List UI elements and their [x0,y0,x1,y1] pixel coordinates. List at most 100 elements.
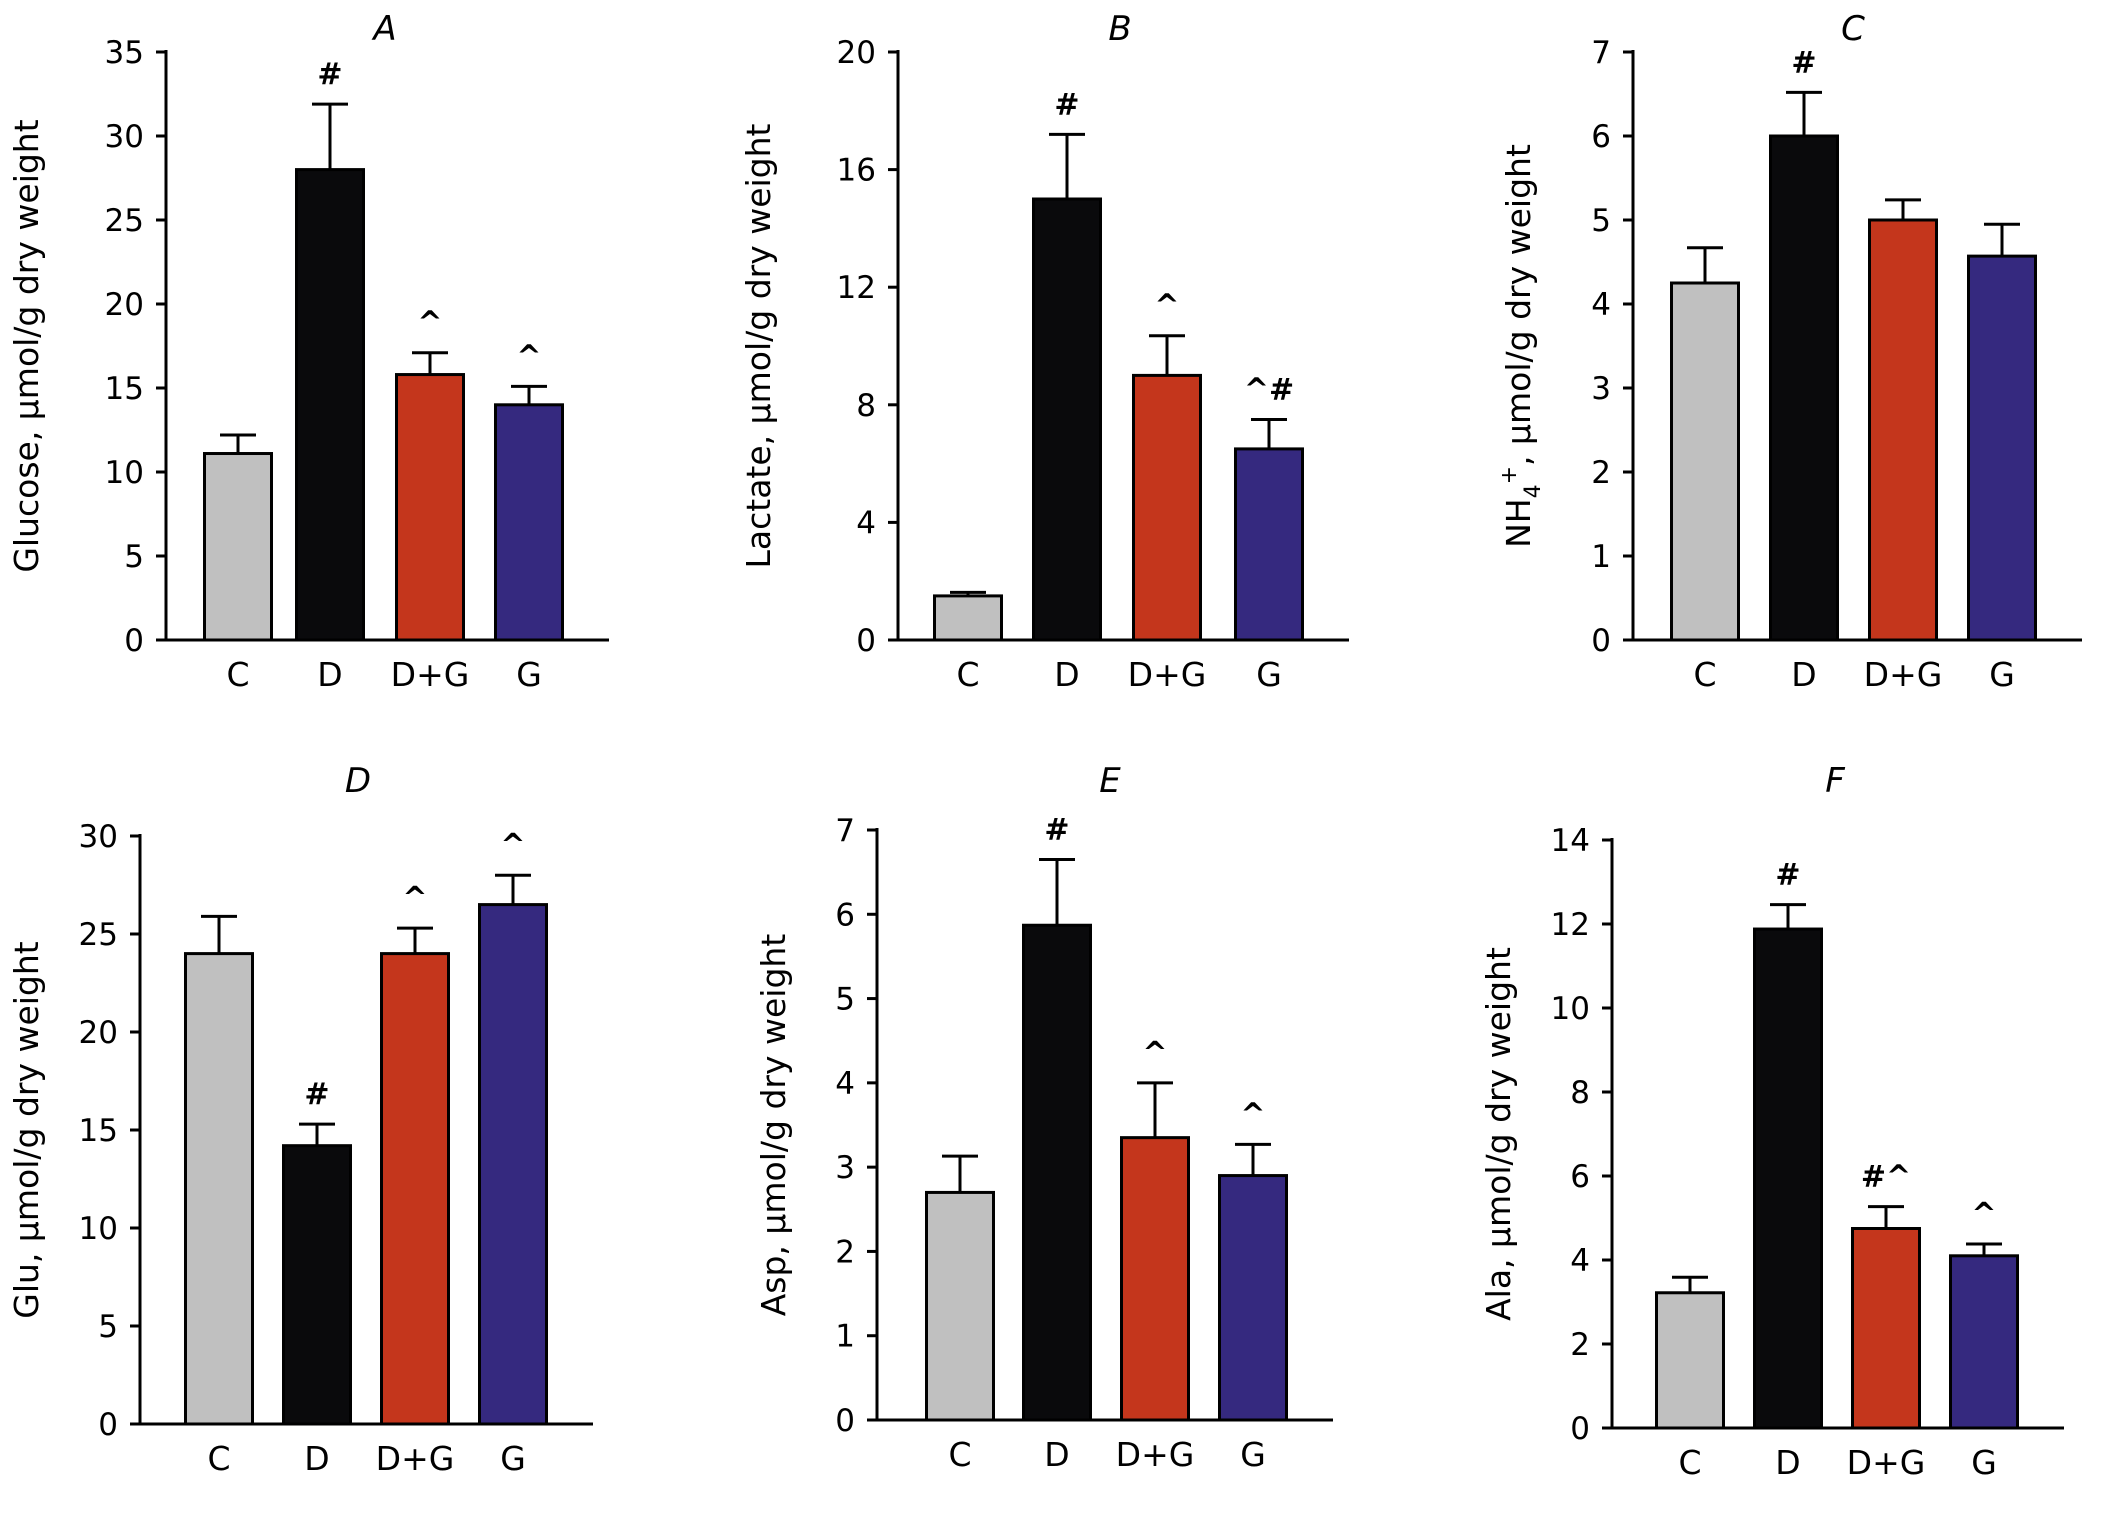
bar [1949,1254,2019,1430]
bar [1234,447,1304,642]
bar [184,952,254,1426]
bar [1851,1227,1921,1430]
y-tick-label: 3 [1591,371,1611,407]
y-tick-label: 25 [105,203,144,239]
bar [933,594,1003,642]
bar [925,1190,995,1422]
category-label: D [1044,1435,1069,1474]
y-tick-label: 10 [1551,991,1590,1027]
y-tick-label: 6 [835,897,855,933]
significance-mark: #^ [1861,1160,1911,1195]
y-tick-label: 20 [105,287,144,323]
y-tick-label: 20 [79,1015,118,1051]
significance-mark: # [1775,858,1800,893]
y-tick-label: 15 [105,371,144,407]
bar [1132,373,1202,642]
y-tick-label: 4 [835,1066,855,1102]
y-tick-label: 10 [79,1211,118,1247]
y-tick-label: 1 [1591,539,1611,575]
y-tick-label: 0 [124,623,144,659]
chart-panel-F: F C # D #^ D+G ^ G 0 2 4 6 8 10 12 14 Ala, µmol/g dry we… [1479,761,2064,1482]
category-label: C [956,655,979,694]
y-axis-label: Glu, µmol/g dry weight [7,941,46,1319]
y-tick-label: 8 [1570,1075,1590,1111]
bar [203,452,273,642]
category-label: C [207,1439,230,1478]
y-axis-label: Glucose, µmol/g dry weight [7,119,46,572]
category-label: D+G [1864,655,1943,694]
y-tick-label: 8 [856,388,876,424]
panel-title: E [1099,761,1121,801]
category-label: C [1693,655,1716,694]
panel-title: F [1825,761,1845,801]
bar [1032,197,1102,642]
bar [282,1144,352,1426]
y-axis-label: Asp, µmol/g dry weight [754,934,793,1317]
chart-panel-B: B C # D ^ D+G ^# G 0 4 8 12 16 20 Lactate, µmol/g dry … [739,9,1349,694]
y-tick-label: 6 [1570,1159,1590,1195]
chart-panel-D: D C # D ^ D+G ^ G 0 5 10 15 20 25 30 Glu, µmol/g dry we… [7,761,593,1478]
chart-panel-A: A C # D ^ D+G ^ G 0 5 10 15 20 25 30 35 Glucose, µmol/g … [7,9,609,694]
y-tick-label: 3 [835,1150,855,1186]
chart-panel-E: E C # D ^ D+G ^ G 0 1 2 3 4 5 6 7 Asp, µmol/g dry weight [754,761,1333,1474]
y-tick-label: 7 [835,813,855,849]
significance-mark: ^ [1142,1036,1167,1071]
bar [1655,1291,1725,1430]
panel-title: D [345,761,371,801]
bar [380,952,450,1426]
bar [494,403,564,642]
bar [1022,923,1092,1422]
y-tick-label: 0 [835,1403,855,1439]
category-label: G [1256,655,1282,694]
significance-mark: ^ [417,306,442,341]
panel-title: C [1841,9,1865,49]
y-tick-label: 0 [856,623,876,659]
y-tick-label: 5 [124,539,144,575]
y-tick-label: 0 [1591,623,1611,659]
category-label: D+G [1847,1443,1926,1482]
category-label: C [1678,1443,1701,1482]
chart-panel-C: C C # D D+G G 0 1 2 3 4 5 6 7 NH4+, µmol/g dry weight [1497,9,2082,694]
bar [295,168,365,642]
category-label: D [1775,1443,1800,1482]
y-axis-label: NH4+, µmol/g dry weight [1497,144,1546,548]
bar [1120,1136,1190,1422]
significance-mark: ^ [1154,289,1179,324]
y-tick-label: 5 [835,982,855,1018]
y-tick-label: 10 [105,455,144,491]
y-tick-label: 30 [79,819,118,855]
y-tick-label: 15 [79,1113,118,1149]
category-label: G [1971,1443,1997,1482]
y-tick-label: 4 [1591,287,1611,323]
y-tick-label: 2 [835,1234,855,1270]
significance-mark: # [1791,45,1816,80]
significance-mark: ^ [516,339,541,374]
significance-mark: ^ [1240,1097,1265,1132]
y-tick-label: 2 [1570,1327,1590,1363]
category-label: C [948,1435,971,1474]
bar [1769,134,1839,642]
significance-mark: # [1044,813,1069,848]
category-label: D+G [391,655,470,694]
category-label: G [516,655,542,694]
y-tick-label: 12 [1551,907,1590,943]
y-tick-label: 35 [105,35,144,71]
y-tick-label: 12 [837,270,876,306]
y-axis-label: Lactate, µmol/g dry weight [739,123,778,568]
y-tick-label: 5 [98,1309,118,1345]
bar [395,373,465,642]
y-tick-label: 20 [837,35,876,71]
bar [478,903,548,1426]
category-label: D+G [1116,1435,1195,1474]
y-tick-label: 7 [1591,35,1611,71]
significance-mark: # [1054,87,1079,122]
category-label: C [226,655,249,694]
panel-title: B [1108,9,1131,49]
bar [1753,927,1823,1430]
significance-mark: # [304,1077,329,1112]
category-label: D [304,1439,329,1478]
category-label: D [1054,655,1079,694]
category-label: D+G [376,1439,455,1478]
y-tick-label: 0 [1570,1411,1590,1447]
